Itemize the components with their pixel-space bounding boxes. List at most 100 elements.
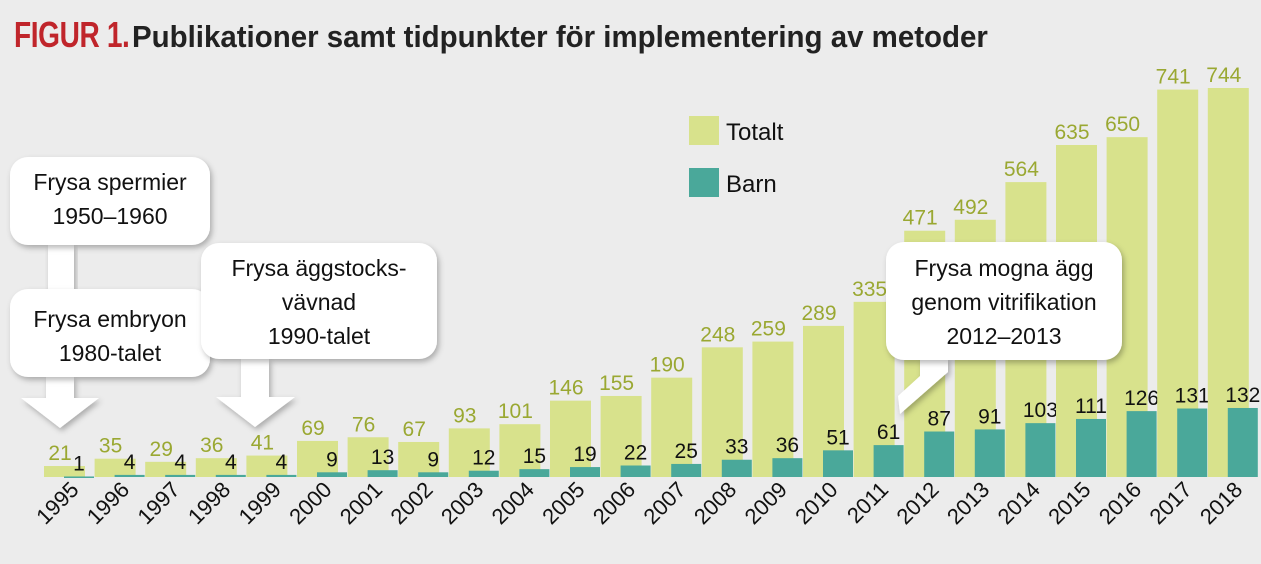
- bar-totalt-1997: [145, 461, 187, 477]
- bar-totalt-2004: [499, 424, 541, 477]
- value-label-totalt-2007: 190: [650, 354, 685, 377]
- x-tick-label-1996: 1996: [82, 477, 134, 529]
- x-tick-label-2015: 2015: [1043, 477, 1095, 529]
- bar-barn-2005: [570, 467, 600, 477]
- value-label-totalt-2011: 335: [852, 278, 887, 301]
- value-label-totalt-1995: 21: [48, 442, 71, 465]
- bar-barn-1998: [215, 474, 246, 477]
- value-label-totalt-1999: 41: [251, 432, 274, 455]
- value-label-barn-2000: 9: [326, 448, 338, 471]
- bar-barn-2004: [519, 469, 550, 477]
- value-label-barn-2008: 33: [725, 436, 748, 459]
- value-label-barn-1996: 4: [124, 451, 136, 474]
- bar-barn-2007: [671, 463, 702, 477]
- x-tick-label-2013: 2013: [942, 477, 994, 529]
- bar-barn-2017: [1177, 408, 1208, 477]
- value-label-totalt-1997: 29: [150, 438, 173, 461]
- bar-totalt-2006: [600, 395, 642, 477]
- value-label-barn-2018: 132: [1225, 384, 1260, 407]
- x-tick-label-2012: 2012: [891, 477, 943, 529]
- x-tick-label-2011: 2011: [842, 477, 893, 528]
- bar-barn-2010: [823, 450, 853, 477]
- figure-title: FIGUR 1. Publikationer samt tidpunkter f…: [14, 14, 1033, 56]
- callout-text-line: Frysa spermier: [33, 169, 187, 195]
- bar-totalt-2007: [651, 377, 693, 477]
- bar-totalt-2000: [297, 440, 338, 477]
- x-tick-label-2010: 2010: [790, 477, 842, 529]
- bar-barn-2018: [1227, 407, 1258, 477]
- callout-box: [886, 242, 1122, 360]
- callout-box: [10, 289, 210, 377]
- bar-barn-1996: [114, 474, 145, 477]
- callout-2: Frysa embryon 1980-talet: [10, 289, 210, 377]
- value-label-barn-2005: 19: [573, 443, 596, 466]
- bar-barn-1997: [165, 474, 196, 477]
- bar-barn-2002: [418, 472, 449, 477]
- value-label-totalt-2006: 155: [599, 372, 634, 395]
- value-label-totalt-2008: 248: [700, 323, 735, 346]
- legend-label-barn: Barn: [726, 171, 777, 198]
- value-label-totalt-2016: 650: [1105, 113, 1140, 136]
- value-label-barn-2011: 61: [877, 421, 900, 444]
- value-label-barn-2012: 87: [928, 408, 951, 431]
- value-label-totalt-2000: 69: [301, 417, 324, 440]
- x-tick-label-2007: 2007: [638, 477, 690, 529]
- value-label-barn-1995: 1: [73, 452, 85, 475]
- x-tick-label-2017: 2017: [1144, 477, 1196, 529]
- value-label-barn-2015: 111: [1075, 395, 1107, 418]
- value-label-totalt-2003: 93: [453, 404, 476, 427]
- callout-text-line: Frysa äggstocks-: [231, 255, 406, 281]
- bar-barn-2011: [873, 445, 904, 477]
- bar-barn-2001: [367, 470, 398, 477]
- x-tick-label-2000: 2000: [284, 477, 336, 529]
- value-label-barn-2017: 131: [1175, 385, 1210, 408]
- legend: Totalt Barn: [689, 116, 784, 198]
- value-label-totalt-2015: 635: [1054, 121, 1089, 144]
- value-label-barn-2001: 13: [371, 446, 394, 469]
- figure-title-text: Publikationer samt tidpunkter för implem…: [132, 19, 989, 54]
- value-label-totalt-2004: 101: [498, 400, 533, 423]
- value-label-barn-1998: 4: [225, 451, 237, 474]
- bar-totalt-1995: [44, 466, 85, 477]
- callout-box: [201, 243, 437, 359]
- legend-label-totalt: Totalt: [726, 119, 784, 146]
- value-label-totalt-1996: 35: [99, 435, 122, 458]
- callout-text-line: 1990-talet: [268, 323, 371, 349]
- value-label-barn-1999: 4: [276, 451, 288, 474]
- x-tick-label-1995: 1995: [31, 477, 83, 529]
- value-label-totalt-2005: 146: [548, 377, 583, 400]
- x-tick-label-2008: 2008: [689, 477, 741, 529]
- bar-barn-2012: [924, 431, 955, 477]
- x-tick-label-2006: 2006: [588, 477, 640, 529]
- figure-number: FIGUR 1.: [14, 14, 130, 55]
- callout-box: [10, 157, 210, 245]
- callout-connector: [48, 245, 74, 291]
- x-tick-label-2003: 2003: [436, 477, 488, 529]
- bar-totalt-2008: [701, 347, 743, 477]
- value-label-totalt-2001: 76: [352, 413, 375, 436]
- bar-barn-2003: [468, 470, 499, 477]
- value-label-barn-2004: 15: [523, 445, 546, 468]
- x-tick-label-2002: 2002: [385, 477, 437, 529]
- bar-totalt-1998: [195, 458, 237, 477]
- x-tick-label-1998: 1998: [183, 477, 235, 529]
- bar-barn-2013: [974, 429, 1005, 477]
- value-label-totalt-2014: 564: [1004, 158, 1039, 181]
- callout-arrow-aggstocksvavnad: [216, 359, 295, 427]
- x-axis: 1995199619971998199920002001200220032004…: [31, 477, 1247, 529]
- callout-3: Frysa äggstocks-vävnad 1990-talet: [201, 243, 437, 359]
- value-label-totalt-2013: 492: [953, 196, 988, 219]
- value-label-barn-2010: 51: [826, 426, 849, 449]
- bar-barn-2016: [1126, 411, 1157, 477]
- bar-barn-2000: [317, 472, 347, 477]
- legend-swatch-totalt: [689, 116, 719, 145]
- bar-totalt-1999: [246, 455, 288, 477]
- x-tick-label-2016: 2016: [1094, 477, 1146, 529]
- bar-totalt-2003: [448, 428, 490, 477]
- callout-arrow-mogna-agg: [898, 358, 948, 414]
- callout-text-line: 2012–2013: [946, 323, 1061, 349]
- value-label-totalt-2010: 289: [801, 302, 836, 325]
- callout-text-line: Frysa embryon: [33, 306, 186, 332]
- callout-text-line: 1950–1960: [52, 203, 167, 229]
